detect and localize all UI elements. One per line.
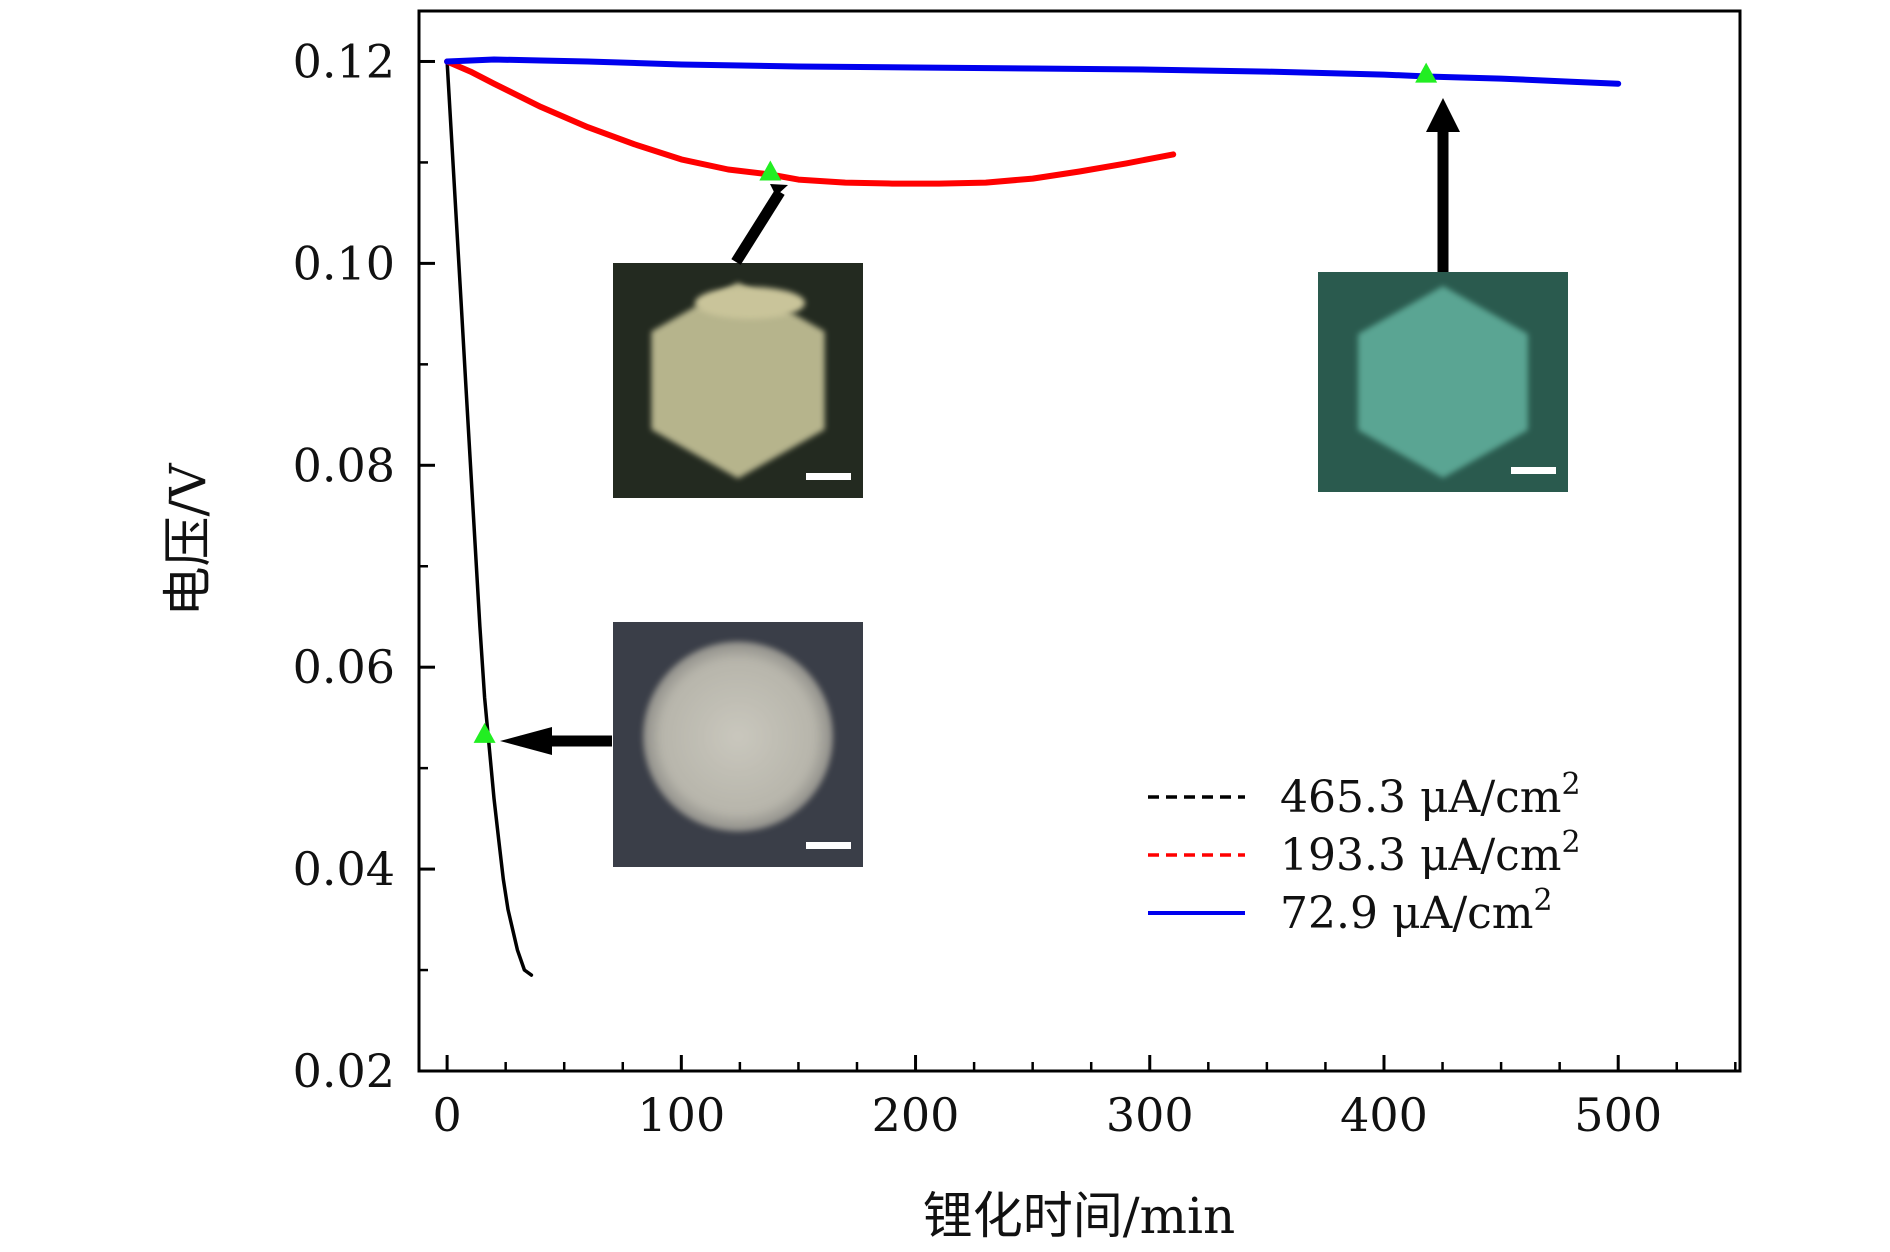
series-3-marker [1415, 62, 1438, 83]
insets-layer [500, 98, 1568, 867]
x-tick-label: 400 [1340, 1088, 1428, 1142]
y-tick-label: 0.08 [293, 438, 395, 492]
legend-label-2: 193.3 μA/cm2 [1280, 825, 1581, 881]
plot-frame [417, 9, 1742, 1073]
y-tick-label: 0.10 [293, 236, 395, 290]
series-line-2 [444, 58, 1177, 187]
hexagon-crystal-photo-top-layer [695, 287, 805, 319]
green-hexagon-photo-arrow-head [1426, 98, 1460, 132]
series-line-3 [444, 56, 1622, 87]
legend-label-main: 193.3 μA/cm [1280, 830, 1562, 881]
hexagon-crystal-photo [613, 184, 863, 498]
hexagon-crystal-photo-crystal [651, 282, 825, 479]
x-tick-label: 300 [1106, 1088, 1194, 1142]
series-1-marker [473, 722, 496, 743]
series-layer [444, 56, 1622, 977]
series-2-marker [759, 160, 782, 181]
x-tick-label: 200 [872, 1088, 960, 1142]
green-hexagon-photo [1318, 98, 1568, 492]
round-crystal-photo-crystal [643, 641, 833, 832]
y-tick-label: 0.12 [293, 34, 395, 88]
round-crystal-photo [500, 622, 863, 867]
hexagon-crystal-photo-arrow-head [770, 184, 788, 196]
green-hexagon-photo-crystal [1358, 286, 1528, 478]
x-axis-title: 锂化时间/min [923, 1187, 1235, 1245]
legend-label-superscript: 2 [1562, 767, 1581, 802]
y-tick-label: 0.06 [293, 640, 395, 694]
legend-label-3: 72.9 μA/cm2 [1280, 883, 1553, 939]
legend-label-1: 465.3 μA/cm2 [1280, 767, 1581, 823]
x-tick-label: 500 [1574, 1088, 1662, 1142]
markers-layer [473, 62, 1438, 743]
series-line-1 [445, 59, 534, 977]
legend-label-main: 465.3 μA/cm [1280, 772, 1562, 823]
round-crystal-photo-arrow-head [500, 727, 552, 755]
green-hexagon-photo-scale-bar [1511, 467, 1556, 474]
legend-label-superscript: 2 [1534, 883, 1553, 918]
x-tick-label: 100 [637, 1088, 725, 1142]
hexagon-crystal-photo-arrow-shaft [731, 189, 785, 265]
legend-label-main: 72.9 μA/cm [1280, 888, 1534, 939]
x-axis-ticks: 0 100 200 300 400 500 [432, 1055, 1737, 1142]
y-axis-ticks: 0.02 0.04 0.06 0.08 0.10 0.12 [293, 34, 435, 1098]
hexagon-crystal-photo-scale-bar [806, 473, 851, 480]
x-tick-label: 0 [432, 1088, 461, 1142]
y-tick-label: 0.04 [293, 842, 395, 896]
round-crystal-photo-scale-bar [806, 842, 851, 849]
y-axis-title: 电压/V [159, 463, 217, 617]
y-tick-label: 0.02 [293, 1044, 395, 1098]
legend-label-superscript: 2 [1562, 825, 1581, 860]
